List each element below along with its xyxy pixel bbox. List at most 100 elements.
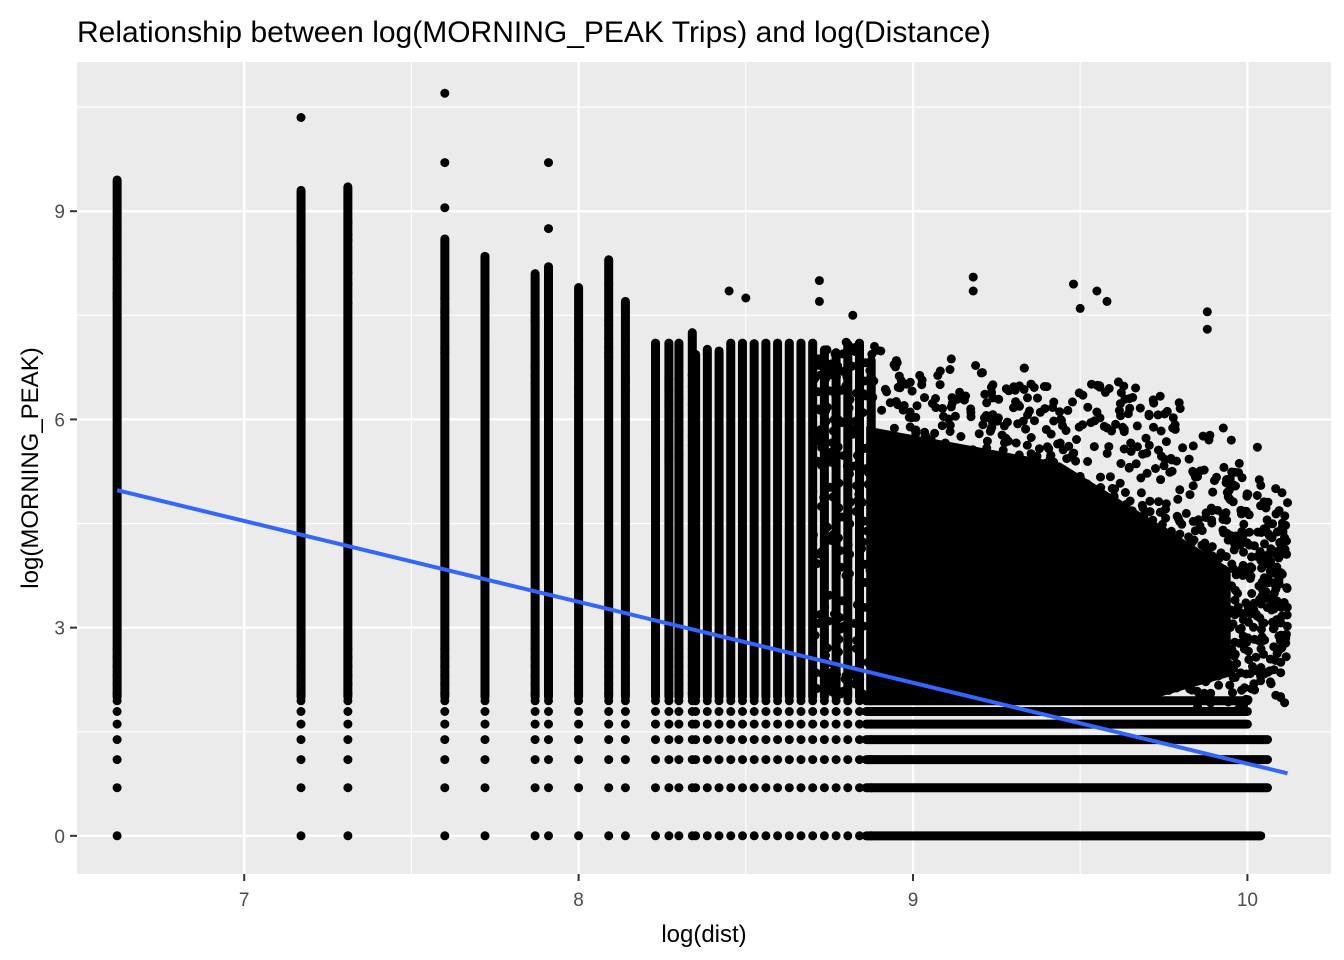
data-point [296,755,306,765]
data-point [544,224,553,234]
data-point [968,667,978,677]
data-point [867,575,877,585]
data-point [994,559,1004,569]
data-point [1019,384,1029,394]
data-point [987,387,997,397]
data-point [1234,458,1244,468]
data-point [920,393,929,403]
data-point [1075,471,1085,481]
data-point [1055,438,1065,448]
data-point [664,399,674,408]
data-point [1067,668,1077,678]
data-point [859,602,869,612]
data-point [1003,436,1013,446]
data-point [674,394,684,403]
data-point [850,618,860,628]
data-point [604,735,614,745]
data-point [1124,463,1134,473]
data-point [811,668,821,678]
data-point [112,254,122,264]
data-point [702,719,712,729]
data-point [819,831,829,841]
data-point [845,469,854,479]
data-point [808,696,818,706]
data-point [880,384,890,394]
data-point [480,643,490,653]
data-point [876,625,886,635]
data-point [945,486,955,495]
data-point [1049,416,1059,426]
data-point [112,783,122,793]
data-point [992,416,1002,426]
data-point [1073,660,1083,670]
data-point [968,449,978,459]
data-point [1062,614,1072,624]
data-point [1089,442,1099,452]
data-point [674,831,684,841]
data-point [1197,645,1207,655]
data-point [843,783,853,793]
data-point [1032,483,1042,493]
data-point [664,386,674,396]
data-point [1282,610,1292,620]
data-point [1244,510,1254,520]
data-point [1032,686,1042,696]
data-point [714,719,724,729]
data-point [296,719,306,729]
data-point [868,392,878,402]
data-point [847,361,857,371]
data-point [784,755,794,765]
data-point [855,719,864,729]
data-point [544,643,553,653]
data-point [1271,690,1281,700]
data-point [1247,552,1256,562]
data-point [1172,683,1182,693]
data-point [1037,573,1047,582]
data-point [702,755,712,765]
data-point [1228,688,1237,698]
data-point [112,643,122,653]
data-point [761,755,771,765]
data-point [1154,610,1164,620]
data-point [1019,652,1029,662]
data-point [1126,446,1136,456]
data-point [112,689,122,699]
data-point [1189,636,1199,646]
data-point [1192,686,1202,696]
data-point [574,735,584,745]
data-point [796,831,806,841]
data-point [1259,669,1269,679]
data-point [1159,600,1169,609]
data-point [574,680,584,689]
data-point [530,783,540,793]
data-point [620,643,630,653]
data-point [112,653,122,662]
data-point [1025,562,1035,572]
data-point [296,689,306,699]
data-point [928,447,938,457]
data-point [1172,511,1182,521]
data-point [840,674,850,684]
data-point [980,576,990,586]
data-point [620,653,630,662]
data-point [1256,480,1266,490]
data-point [980,568,990,578]
data-point [852,388,861,398]
data-point [851,416,861,426]
data-point [440,689,450,699]
data-point [1110,639,1120,649]
data-point [440,680,450,689]
data-point [869,376,879,386]
data-point [343,298,353,308]
data-point [965,524,975,534]
data-point [1194,616,1203,626]
data-point [958,548,967,558]
data-point [874,511,884,521]
data-point [970,583,980,593]
data-point [1116,573,1126,583]
data-point [1269,588,1279,598]
data-point [604,783,614,793]
data-point [530,362,540,372]
data-point [961,391,971,401]
data-point [1242,491,1252,501]
